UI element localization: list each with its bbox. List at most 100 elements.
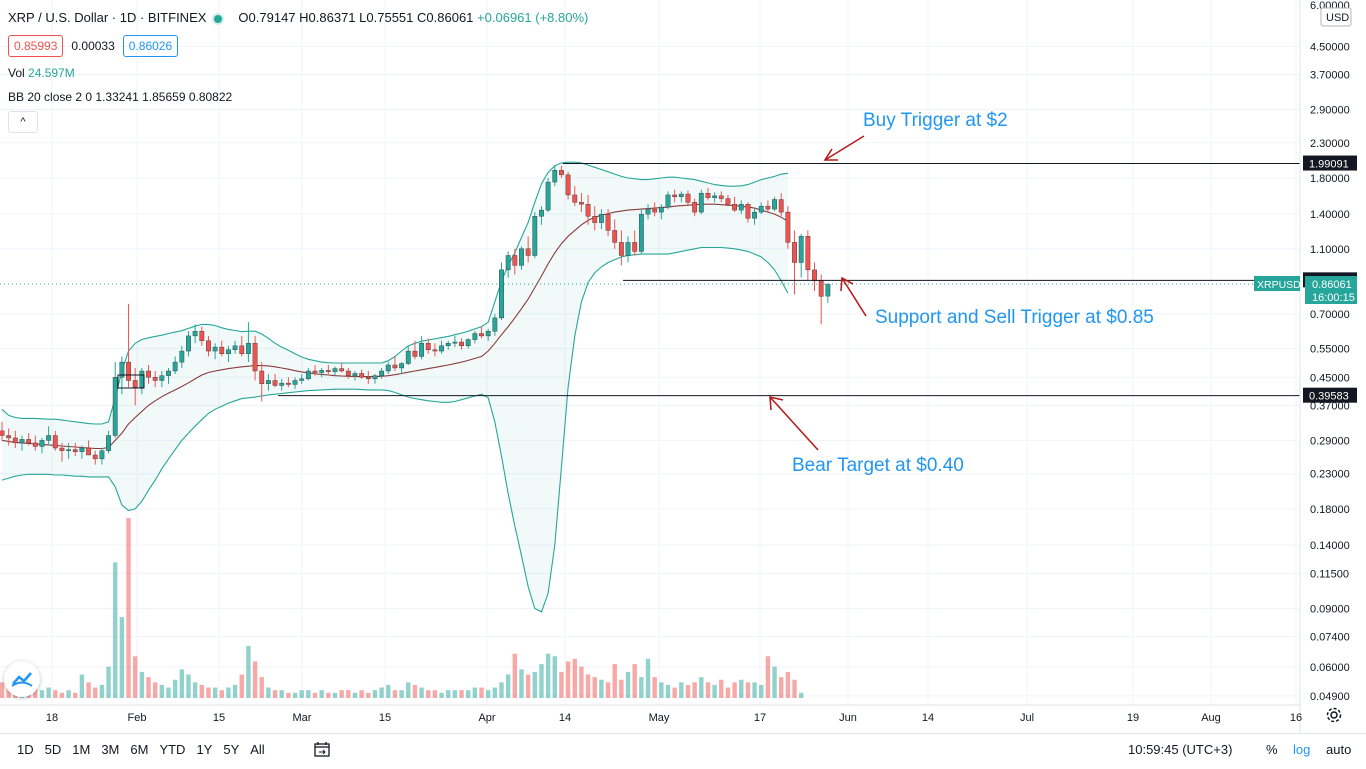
candle [405, 345, 411, 366]
volume-bar [266, 687, 271, 698]
log-scale-toggle[interactable]: log [1293, 742, 1311, 757]
level-badge-text: 0.39583 [1309, 391, 1349, 403]
range-3m[interactable]: 3M [101, 742, 120, 757]
percent-scale-toggle[interactable]: % [1266, 742, 1278, 757]
bb-values: 1.33241 1.85659 0.80822 [95, 90, 233, 104]
bid-price[interactable]: 0.85993 [8, 35, 64, 57]
candle [272, 374, 278, 388]
volume-bar [505, 674, 511, 698]
volume-bar [146, 677, 151, 698]
volume-bar [452, 690, 458, 698]
volume-bar [512, 653, 518, 698]
volume-bar [39, 690, 45, 698]
candle [99, 448, 105, 465]
volume-bar [532, 671, 537, 698]
candle [472, 331, 478, 344]
volume-bar [272, 690, 278, 698]
ohlc-low: L0.75551 [359, 10, 414, 25]
candles [0, 165, 831, 465]
volume-bar [419, 687, 424, 698]
calendar-range-icon[interactable] [314, 742, 330, 757]
volume-bars [0, 518, 804, 698]
volume-bar [625, 671, 631, 698]
bb-fill [2, 162, 788, 612]
candle [319, 367, 325, 378]
collapse-legend-button[interactable]: ^ [8, 111, 38, 133]
y-tick-label: 0.70000 [1310, 309, 1350, 321]
symbol-title[interactable]: XRP / U.S. Dollar · 1D · BITFINEX [8, 10, 207, 25]
currency-label: USD [1326, 12, 1349, 24]
tradingview-logo-icon[interactable] [4, 661, 40, 697]
y-tick-label: 3.70000 [1310, 69, 1350, 81]
price-axis[interactable] [0, 0, 1301, 733]
volume-bar [412, 684, 418, 698]
range-all[interactable]: All [250, 742, 265, 757]
candle [0, 421, 5, 441]
range-1y[interactable]: 1Y [196, 742, 213, 757]
y-tick-label: 0.07400 [1310, 632, 1350, 644]
range-1m[interactable]: 1M [72, 742, 91, 757]
y-tick-label: 4.50000 [1310, 41, 1350, 53]
volume-bar [692, 682, 697, 698]
currency-box[interactable] [1320, 7, 1352, 27]
range-selector: 1D 5D 1M 3M 6M YTD 1Y 5Y All [17, 742, 276, 757]
range-ytd[interactable]: YTD [159, 742, 186, 757]
legend-symbol-row[interactable]: XRP / U.S. Dollar · 1D · BITFINEX O0.7914… [8, 10, 588, 25]
volume-bar [392, 690, 398, 698]
level-badge-text: 1.99091 [1309, 159, 1349, 171]
candle [66, 442, 72, 459]
candle [266, 374, 271, 391]
volume-bar [172, 679, 178, 698]
candle [612, 219, 618, 249]
clock-time[interactable]: 10:59:45 (UTC+3) [1128, 742, 1233, 757]
breakout-box [117, 374, 145, 389]
candle [552, 165, 558, 187]
candle [166, 367, 171, 384]
candle [86, 440, 91, 456]
candle [678, 191, 684, 203]
ohlc-change: +0.06961 (+8.80%) [477, 10, 589, 25]
volume-label: Vol [8, 66, 25, 80]
range-6m[interactable]: 6M [130, 742, 149, 757]
candle [419, 335, 424, 360]
volume-bar [765, 656, 771, 698]
candle [226, 345, 231, 363]
candle [812, 262, 817, 292]
legend-volume[interactable]: Vol 24.597M [8, 66, 75, 80]
candle [192, 324, 198, 344]
volume-bar [579, 666, 584, 698]
y-tick-label: 0.09000 [1310, 604, 1350, 616]
volume-bar [426, 690, 431, 698]
x-tick-label: Jun [839, 712, 857, 724]
current-symbol: XRPUSD [1257, 279, 1301, 291]
volume-bar [113, 562, 118, 698]
volume-bar [292, 692, 298, 698]
ask-price[interactable]: 0.86026 [122, 35, 179, 57]
range-5d[interactable]: 5D [44, 742, 62, 757]
volume-bar [53, 690, 58, 698]
price-chart[interactable]: Buy Trigger at $2 Support and Sell Trigg… [0, 0, 1366, 733]
auto-scale-toggle[interactable]: auto [1326, 742, 1352, 757]
volume-bar [59, 692, 65, 698]
volume-bar [359, 690, 364, 698]
current-price: 0.86061 [1312, 279, 1352, 291]
volume-bar [206, 687, 211, 698]
candle [232, 340, 238, 354]
candle [126, 303, 131, 388]
candle [785, 206, 791, 249]
candle [745, 202, 751, 223]
volume-bar [166, 687, 171, 698]
volume-bar [592, 677, 597, 698]
candle [252, 335, 258, 381]
market-status-icon [214, 14, 223, 23]
candle [345, 367, 351, 379]
gear-icon[interactable] [1325, 706, 1343, 724]
range-5y[interactable]: 5Y [223, 742, 240, 757]
volume-value: 24.597M [28, 66, 75, 80]
candle [452, 335, 458, 348]
candle [725, 194, 731, 207]
volume-bar [199, 684, 204, 698]
range-1d[interactable]: 1D [17, 742, 34, 757]
legend-bollinger[interactable]: BB 20 close 2 0 1.33241 1.85659 0.80822 [8, 90, 232, 104]
candle [112, 362, 118, 438]
